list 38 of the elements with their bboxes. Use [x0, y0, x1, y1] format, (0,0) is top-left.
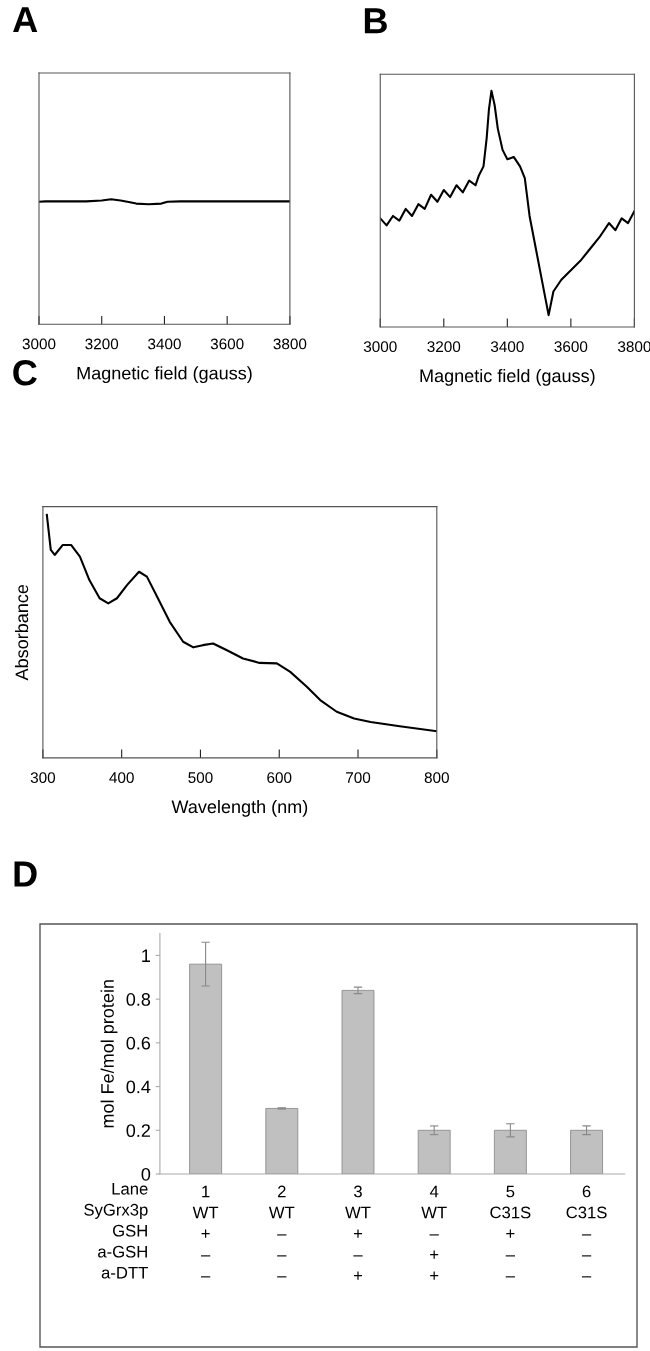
x-tick-label: 1 WT + – – [192, 1185, 219, 1278]
x-tick-label: 3400 [148, 338, 181, 350]
chart-title: D [14, 861, 37, 887]
chart-title: A [13, 7, 38, 32]
x-axis-title: Magnetic field (gauss) [77, 366, 252, 384]
x-tick-label: 2 WT – – – [268, 1185, 295, 1278]
x-tick-label: 3000 [363, 341, 397, 353]
x-tick-label: 3200 [427, 341, 461, 353]
y-tick-label: 0.4 [126, 1080, 151, 1094]
x-tick-label: 3600 [554, 341, 588, 353]
x-tick-label: 5 C31S + – – [490, 1185, 531, 1278]
y-tick-label: 1 [142, 949, 150, 962]
y-axis-title: mol Fe/mol protein [100, 980, 118, 1128]
x-tick-label: 500 [188, 772, 213, 784]
x-tick-label: 3200 [85, 338, 119, 350]
x-axis-title: Wavelength (nm) [171, 799, 308, 817]
x-tick-label: 3800 [273, 338, 307, 350]
chart-title: B [364, 8, 387, 34]
y-tick-label: 0 [141, 1167, 151, 1181]
y-axis-title: Absorbance [14, 584, 29, 681]
x-tick-label: 3600 [210, 338, 244, 350]
x-tick-label: 3000 [22, 338, 56, 350]
x-tick-label: 6 C31S – – – [566, 1185, 607, 1278]
x-tick-label: 800 [424, 772, 449, 784]
x-axis-title: Magnetic field (gauss) [420, 368, 595, 386]
x-tick-label: 3800 [617, 341, 650, 353]
x-tick-label: 700 [346, 772, 371, 784]
x-tick-label: 3400 [490, 341, 524, 353]
x-tick-label: 3 WT + – + [345, 1185, 371, 1280]
chart-title: C [13, 360, 37, 386]
y-tick-label: 0.2 [126, 1124, 150, 1138]
x-axis-title: Lane SyGrx3p GSH a-GSH a-DTT [84, 1183, 148, 1279]
x-tick-label: 300 [30, 772, 56, 784]
y-tick-label: 0.8 [126, 993, 151, 1006]
x-tick-label: 4 WT – + + [421, 1185, 447, 1280]
y-tick-label: 0.6 [126, 1036, 151, 1050]
x-tick-label: 400 [109, 772, 134, 784]
x-tick-label: 600 [267, 772, 292, 784]
